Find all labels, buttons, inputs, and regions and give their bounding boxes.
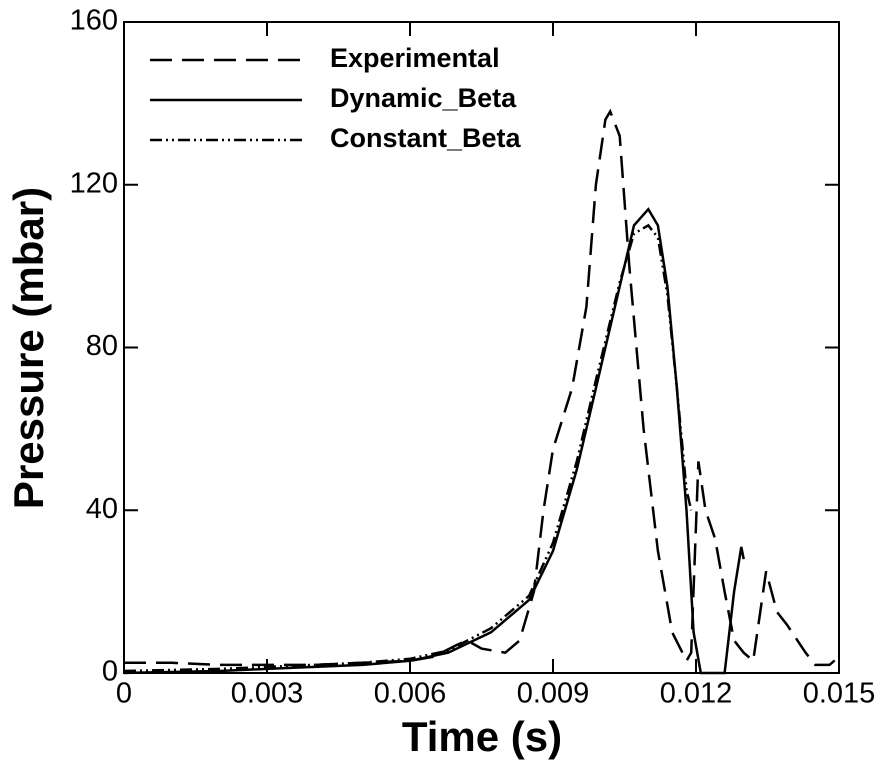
y-tick-label: 40 [86,493,118,525]
plot-frame [123,21,840,674]
y-tick-label: 0 [102,656,118,688]
x-tick-label: 0 [116,678,132,710]
data-line [123,223,693,673]
y-tick-label: 80 [86,330,118,362]
data-line [123,207,745,675]
x-tick-label: 0.012 [660,678,733,710]
x-tick-label: 0.009 [517,678,590,710]
legend-label: Constant_Beta [330,123,522,153]
x-tick-label: 0.006 [374,678,447,710]
y-tick-label: 160 [70,5,118,37]
legend-label: Experimental [330,43,500,73]
y-axis-title: Pressure (mbar) [5,187,52,509]
legend-label: Dynamic_Beta [330,83,517,113]
x-axis-title: Time (s) [402,713,562,760]
y-tick-label: 120 [70,167,118,199]
data-line [124,108,840,667]
x-tick-label: 0.003 [231,678,304,710]
x-tick-label: 0.015 [803,678,876,710]
